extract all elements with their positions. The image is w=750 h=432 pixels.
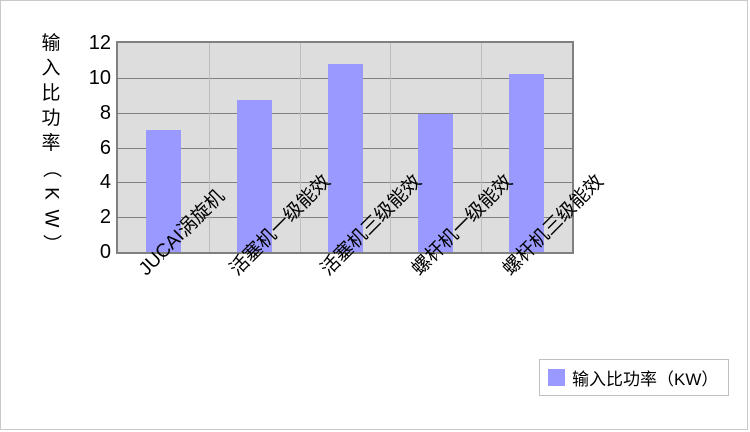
legend-label: 输入比功率（KW） <box>572 370 719 389</box>
x-axis-tick-mark <box>527 254 528 260</box>
y-axis-title: 输入比功率 （ K W ） <box>37 31 65 256</box>
y-axis-title-char: 比 <box>41 83 61 104</box>
y-axis-tick-label: 10 <box>88 66 111 89</box>
y-axis-tick-label: 12 <box>88 32 111 54</box>
y-axis-title-char: （ <box>40 158 62 178</box>
y-axis-title-char: ） <box>40 233 62 253</box>
legend-color-swatch-icon <box>548 369 565 386</box>
bar[interactable] <box>237 100 272 252</box>
bar[interactable] <box>418 114 453 252</box>
bar[interactable] <box>146 130 181 252</box>
category-separator <box>209 43 210 252</box>
y-axis-title-char: 功 <box>41 108 61 129</box>
x-axis-tick-mark <box>163 254 164 260</box>
y-axis-tick-label: 0 <box>99 241 111 263</box>
chart-legend: 输入比功率（KW） <box>539 359 730 396</box>
y-axis-tick-label: 6 <box>99 136 111 159</box>
x-axis-tick-mark <box>436 254 437 260</box>
x-axis-tick-mark <box>345 254 346 260</box>
x-axis-tick-mark <box>254 254 255 260</box>
y-axis-title-char: 入 <box>41 58 61 79</box>
bar[interactable] <box>509 74 544 252</box>
y-axis-tick-label: 8 <box>99 101 111 124</box>
bar[interactable] <box>328 63 363 252</box>
plot-area <box>116 41 574 254</box>
y-axis-title-char: 率 <box>41 133 61 154</box>
category-separator <box>390 43 391 252</box>
y-axis-tick-label: 2 <box>99 206 111 229</box>
y-axis-title-char: 输 <box>41 33 61 54</box>
y-axis-title-char: K <box>40 187 62 200</box>
y-axis-tick-label: 4 <box>99 171 111 194</box>
y-axis-tick-labels: 12 10 8 6 4 2 0 <box>71 33 111 262</box>
category-separator <box>481 43 482 252</box>
y-axis-title-char: W <box>40 209 62 228</box>
category-separator <box>300 43 301 252</box>
